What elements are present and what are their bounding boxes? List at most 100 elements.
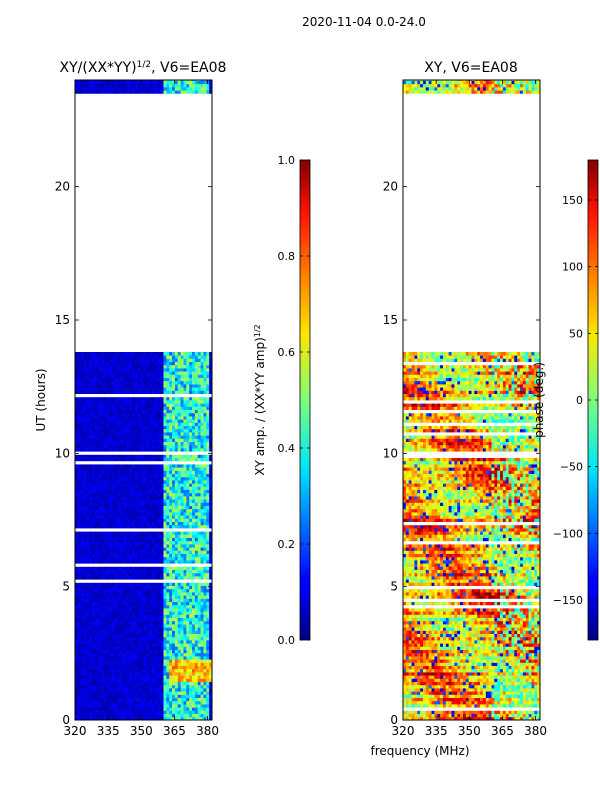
heat-cell	[180, 486, 184, 490]
heat-cell	[126, 534, 130, 538]
heat-cell	[192, 560, 196, 564]
heat-cell	[132, 480, 136, 484]
heat-cell	[209, 537, 212, 542]
heat-cell	[103, 636, 107, 641]
heat-cell	[203, 604, 207, 609]
heat-cell	[172, 672, 176, 676]
heat-cell	[83, 547, 87, 551]
heat-cell	[154, 691, 159, 695]
heat-cell	[146, 544, 150, 548]
heat-cell	[166, 595, 170, 599]
heat-cell	[180, 601, 184, 606]
heat-cell	[157, 441, 162, 446]
heat-cell	[137, 409, 142, 414]
heat-cell	[194, 368, 199, 372]
heat-cell	[97, 585, 102, 590]
heat-cell	[203, 406, 207, 410]
heat-cell	[89, 521, 93, 526]
heat-cell	[146, 662, 150, 666]
heat-cell	[172, 646, 176, 650]
heat-cell	[117, 435, 122, 439]
heat-cell	[112, 380, 116, 385]
heat-cell	[209, 403, 212, 407]
heat-cell	[180, 633, 184, 638]
heat-cell	[174, 483, 179, 487]
heat-cell	[120, 464, 124, 468]
heat-cell	[100, 688, 104, 692]
heat-cell	[80, 499, 84, 503]
heat-cell	[174, 457, 179, 462]
heat-cell	[137, 630, 142, 634]
heat-cell	[77, 534, 82, 538]
heat-cell	[129, 681, 133, 686]
heat-cell	[94, 508, 99, 513]
heat-cell	[123, 419, 127, 423]
heat-cell	[200, 716, 204, 720]
heat-cell	[83, 633, 87, 638]
heat-cell	[103, 614, 107, 618]
heat-cell	[209, 547, 212, 551]
heat-cell	[100, 640, 104, 644]
heat-cell	[132, 649, 136, 654]
heat-cell	[140, 704, 144, 708]
heat-cell	[126, 672, 130, 676]
heat-cell	[117, 652, 122, 657]
heat-cell	[89, 560, 93, 564]
heat-cell	[137, 672, 142, 676]
heat-cell	[94, 572, 99, 577]
heat-cell	[92, 668, 96, 673]
heat-cell	[132, 550, 136, 554]
heat-cell	[152, 444, 156, 449]
heat-cell	[126, 681, 130, 686]
heat-cell	[200, 521, 204, 526]
heat-cell	[80, 512, 84, 516]
heat-cell	[83, 396, 87, 401]
heat-cell	[200, 608, 204, 612]
heat-cell	[112, 544, 116, 548]
heat-cell	[194, 636, 199, 641]
heat-cell	[106, 457, 110, 462]
heat-cell	[92, 537, 96, 542]
heat-cell	[114, 576, 119, 580]
heat-cell	[137, 614, 142, 618]
heat-cell	[94, 499, 99, 503]
heat-cell	[97, 595, 102, 599]
heat-cell	[114, 448, 119, 452]
heat-cell	[137, 454, 142, 458]
heat-cell	[126, 515, 130, 519]
heat-cell	[75, 620, 79, 625]
heat-cell	[143, 707, 147, 711]
heat-cell	[160, 592, 164, 596]
heat-cell	[183, 684, 187, 689]
heat-cell	[146, 387, 150, 391]
heat-cell	[140, 521, 144, 526]
heat-cell	[80, 464, 84, 468]
heat-cell	[126, 560, 130, 564]
heat-cell	[197, 508, 201, 513]
heat-cell	[106, 624, 110, 628]
heat-cell	[172, 617, 176, 622]
heat-cell	[112, 585, 116, 590]
heat-cell	[160, 502, 164, 506]
heat-cell	[112, 598, 116, 602]
heat-cell	[200, 620, 204, 625]
heat-cell	[80, 483, 84, 487]
heat-cell	[132, 384, 136, 388]
heat-cell	[89, 544, 93, 548]
heat-cell	[172, 556, 176, 561]
heat-cell	[114, 688, 119, 692]
heat-cell	[80, 425, 84, 430]
heat-cell	[120, 515, 124, 519]
heat-cell	[209, 627, 212, 631]
heat-cell	[180, 659, 184, 663]
heat-cell	[146, 505, 150, 510]
heat-cell	[189, 604, 193, 609]
heat-cell	[143, 681, 147, 686]
heat-cell	[186, 566, 190, 570]
heat-cell	[169, 710, 173, 714]
heat-cell	[123, 595, 127, 599]
heat-cell	[137, 403, 142, 407]
heat-cell	[86, 400, 90, 404]
heat-cell	[117, 694, 122, 698]
heat-cell	[172, 547, 176, 551]
